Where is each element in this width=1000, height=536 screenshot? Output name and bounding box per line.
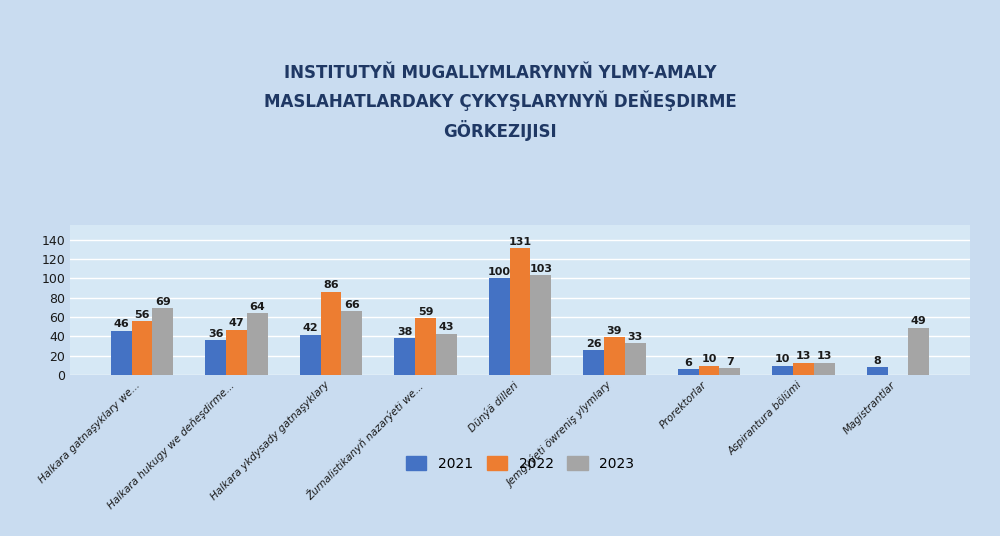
Text: 39: 39 — [607, 326, 622, 336]
Text: 6: 6 — [684, 358, 692, 368]
Bar — [793, 363, 814, 375]
Text: 47: 47 — [229, 318, 244, 328]
Bar — [678, 369, 699, 375]
Bar — [814, 363, 835, 375]
Text: 64: 64 — [249, 302, 265, 312]
Bar — [699, 366, 719, 375]
Bar — [226, 330, 247, 375]
Bar — [321, 292, 341, 375]
Text: 46: 46 — [113, 319, 129, 329]
Text: 13: 13 — [817, 351, 832, 361]
Text: 8: 8 — [873, 356, 881, 366]
Text: INSTITUTYŇ MUGALLYMLARYNYŇ YLMY-AMALY
MASLAHATLARDAKY ÇYKYŞLARYNYŇ DEŇEŞDIRME
GÖ: INSTITUTYŇ MUGALLYMLARYNYŇ YLMY-AMALY MA… — [264, 64, 736, 140]
Text: 56: 56 — [134, 309, 150, 319]
Bar — [625, 343, 646, 375]
Bar — [247, 313, 268, 375]
Bar — [719, 368, 740, 375]
Bar — [772, 366, 793, 375]
Bar — [394, 338, 415, 375]
Text: 7: 7 — [726, 357, 734, 367]
Bar — [583, 350, 604, 375]
Text: 13: 13 — [796, 351, 811, 361]
Bar — [205, 340, 226, 375]
Text: 26: 26 — [586, 339, 602, 348]
Text: 103: 103 — [529, 264, 552, 274]
Bar — [489, 278, 510, 375]
Text: 10: 10 — [701, 354, 717, 364]
Bar — [152, 308, 173, 375]
Bar — [111, 331, 132, 375]
Text: 43: 43 — [439, 322, 454, 332]
Bar — [300, 334, 321, 375]
Text: 100: 100 — [488, 267, 511, 277]
Bar — [604, 338, 625, 375]
Text: 69: 69 — [155, 297, 171, 307]
Bar — [908, 327, 929, 375]
Text: 66: 66 — [344, 300, 360, 310]
Bar — [530, 276, 551, 375]
Text: 59: 59 — [418, 307, 433, 317]
Text: 49: 49 — [911, 316, 927, 326]
Text: 10: 10 — [775, 354, 790, 364]
Text: 38: 38 — [397, 327, 412, 337]
Text: 42: 42 — [302, 323, 318, 333]
Text: 36: 36 — [208, 329, 224, 339]
Text: 131: 131 — [508, 237, 532, 247]
Bar — [415, 318, 436, 375]
Bar — [341, 311, 362, 375]
Bar — [132, 321, 152, 375]
Text: 86: 86 — [323, 280, 339, 291]
Bar — [510, 248, 530, 375]
Bar — [436, 333, 457, 375]
Bar — [867, 368, 888, 375]
Legend: 2021, 2022, 2023: 2021, 2022, 2023 — [400, 450, 640, 477]
Text: 33: 33 — [628, 332, 643, 342]
